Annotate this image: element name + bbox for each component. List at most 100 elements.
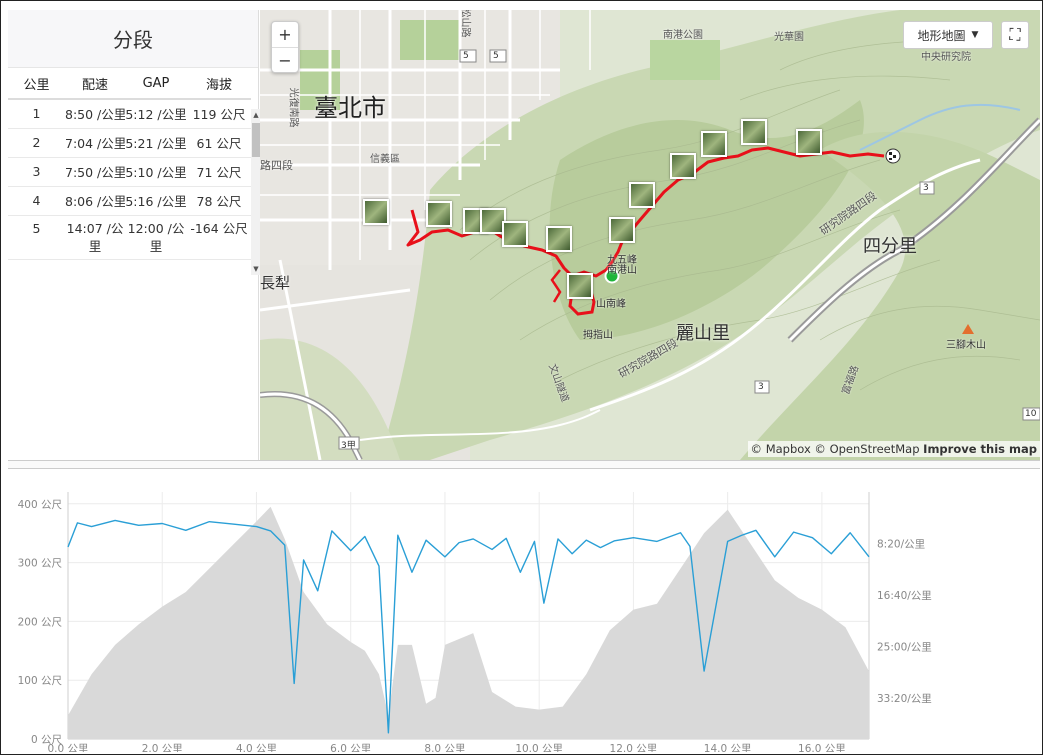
split-pace: 7:50 /公里 [65,157,125,187]
split-elev: -164 公尺 [187,215,251,260]
split-pace: 8:06 /公里 [65,186,125,216]
map-label-road: 路四段 [260,159,293,172]
zoom-out-button[interactable]: − [278,51,292,70]
y-tick-label: 0 公尺 [31,734,63,746]
photo-marker[interactable] [502,221,528,247]
x-tick-label: 10.0 公里 [515,743,563,752]
photo-marker[interactable] [426,201,452,227]
road-shield: 10 [1025,409,1037,419]
col-pace: 配速 [65,68,125,100]
road-shield: 5 [463,51,469,61]
photo-marker[interactable] [741,119,767,145]
photo-marker[interactable] [363,199,389,225]
photo-marker[interactable] [670,153,696,179]
split-pace: 8:50 /公里 [65,99,125,129]
map-label-xinyi: 信義區 [370,154,400,165]
split-gap: 5:16 /公里 [125,186,187,216]
split-pace: 7:04 /公里 [65,128,125,158]
x-tick-label: 4.0 公里 [236,743,277,752]
map-label-road: 光復南路 [287,87,299,128]
table-row: 2 7:04 /公里 5:21 /公里 61 公尺 [8,128,251,158]
road-shield: 3甲 [341,441,356,451]
photo-marker[interactable] [796,129,822,155]
fullscreen-button[interactable]: ⛶ [1001,21,1029,49]
map-label-peak: 南港山 [607,265,637,276]
scroll-up-icon[interactable]: ▲ [253,111,259,119]
x-tick-label: 8.0 公里 [424,743,465,752]
map-label-peak: 三腳木山 [946,340,986,351]
split-gap: 12:00 /公里 [125,215,187,260]
map-label-park: 光華園 [774,32,804,43]
split-elev: 78 公尺 [187,186,251,216]
split-km: 4 [8,186,65,216]
split-km: 2 [8,128,65,158]
scroll-down-icon[interactable]: ▼ [253,265,259,273]
zoom-in-button[interactable]: + [272,22,298,48]
pace-line [67,519,870,734]
road-shield: 3 [758,382,764,392]
split-gap: 5:12 /公里 [125,99,187,129]
photo-marker[interactable] [546,226,572,252]
split-km: 5 [8,215,65,260]
map-label-institute: 中央研究院 [921,52,971,63]
photo-marker[interactable] [567,273,593,299]
photo-marker[interactable] [609,217,635,243]
x-tick-label: 0.0 公里 [47,743,88,752]
map-label-peak: 拇指山 [583,330,613,341]
map-layer-label: 地形地圖 [917,28,966,43]
x-tick-label: 12.0 公里 [610,743,658,752]
route-track [406,146,885,278]
split-gap: 5:21 /公里 [125,128,187,158]
split-elev: 119 公尺 [187,99,251,129]
map-terrain [260,10,1040,460]
finish-flag-icon [885,148,901,164]
map-label-city: 臺北市 [314,94,386,122]
table-row: 4 8:06 /公里 5:16 /公里 78 公尺 [8,186,251,216]
y-tick-label: 200 公尺 [18,616,63,628]
photo-marker[interactable] [480,208,506,234]
chart-svg: 0 公尺 100 公尺 200 公尺 300 公尺 400 公尺 8:20/公里 16:40… [18,492,932,755]
y-tick-label: 300 公尺 [18,558,63,570]
map-layer-dropdown[interactable]: 地形地圖 ▼ [903,21,993,49]
split-elev: 61 公尺 [187,128,251,158]
x-tick-label: 14.0 公里 [704,743,752,752]
map-label-park: 南港公園 [663,30,703,41]
y-right-tick-label: 33:20/公里 [877,693,932,705]
map-label-district: 長犁 [260,274,291,292]
y-right-tick-label: 16:40/公里 [877,590,932,602]
splits-scrollbar[interactable]: ▲ ▼ [251,109,261,275]
zoom-control: + − [271,21,299,73]
mapbox-link[interactable]: © Mapbox [750,442,811,456]
fullscreen-icon: ⛶ [1009,25,1021,44]
elevation-area [68,506,869,739]
splits-title: 分段 [113,28,153,52]
peak-icon [962,324,974,334]
caret-down-icon: ▼ [971,30,979,40]
map-label-road: 松山路 [459,10,471,38]
route-map[interactable]: 臺北市 四分里 麗山里 長犁 信義區 九五峰 南港山 拇指山 山南峰 研究院路四… [260,10,1040,460]
col-km: 公里 [8,68,65,100]
x-tick-label: 2.0 公里 [142,743,183,752]
y-right-tick-label: 8:20/公里 [877,538,925,550]
start-marker-icon [604,268,620,284]
elevation-pace-chart[interactable]: 0 公尺 100 公尺 200 公尺 300 公尺 400 公尺 8:20/公里 16:40… [8,470,1040,755]
table-row: 5 14:07 /公里 12:00 /公里 -164 公尺 [8,215,251,260]
y-tick-label: 400 公尺 [18,499,63,511]
splits-header: 分段 [8,10,258,68]
map-label-district: 四分里 [863,236,917,257]
split-km: 3 [8,157,65,187]
road-shield: 3 [923,183,929,193]
table-row: 1 8:50 /公里 5:12 /公里 119 公尺 [8,99,251,129]
photo-marker[interactable] [629,182,655,208]
road-shield: 5 [493,51,499,61]
col-elevation: 海拔 [187,68,251,100]
scroll-thumb[interactable] [252,123,260,157]
y-tick-label: 100 公尺 [18,675,63,687]
improve-map-link[interactable]: Improve this map [923,442,1037,456]
split-km: 1 [8,99,65,129]
col-gap: GAP [125,68,187,100]
resize-handle[interactable] [8,460,1040,476]
photo-marker[interactable] [701,131,727,157]
osm-link[interactable]: © OpenStreetMap [814,442,920,456]
